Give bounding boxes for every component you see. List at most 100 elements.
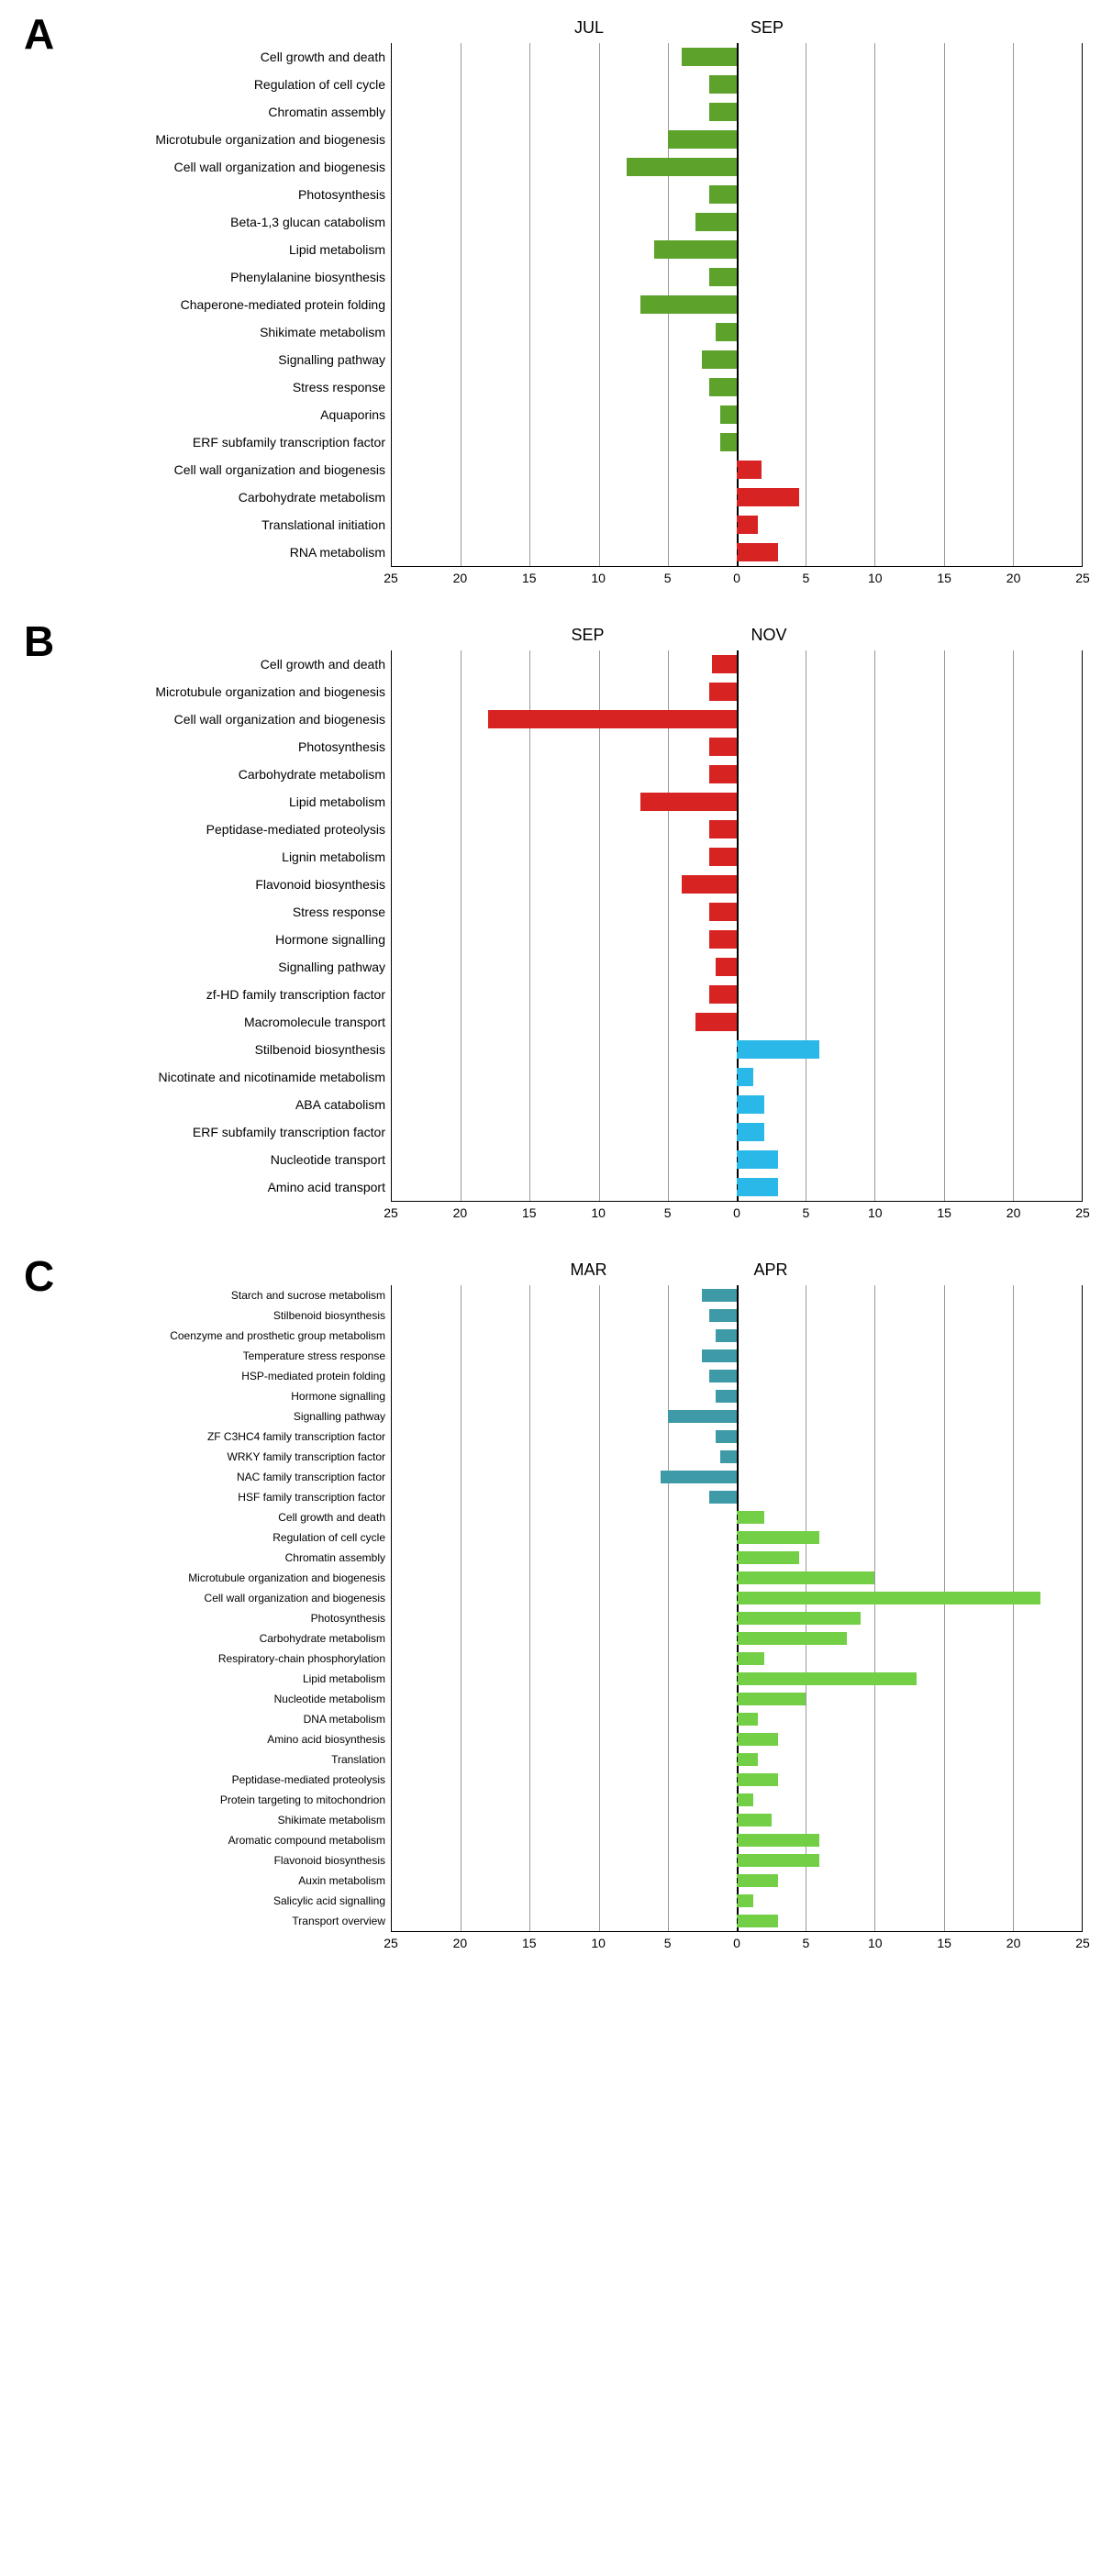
bar [737, 1693, 806, 1705]
bar [709, 765, 737, 783]
bar-row [392, 926, 1082, 953]
axis-tick [737, 1434, 738, 1439]
bar [709, 820, 737, 838]
bar-row [392, 346, 1082, 373]
category-label: Amino acid transport [18, 1173, 385, 1201]
axis-tick [737, 1716, 738, 1722]
category-label: ZF C3HC4 family transcription factor [18, 1427, 385, 1447]
axis-tick [737, 772, 738, 777]
bar [737, 1753, 758, 1766]
category-label: Hormone signalling [18, 1386, 385, 1406]
bar-row [392, 1427, 1082, 1447]
category-label: Photosynthesis [18, 733, 385, 761]
category-label: Stilbenoid biosynthesis [18, 1036, 385, 1063]
bar [737, 1551, 799, 1564]
category-label: Carbohydrate metabolism [18, 761, 385, 788]
category-label: Chaperone-mediated protein folding [18, 291, 385, 318]
bar [709, 985, 737, 1003]
x-tick-label: 5 [802, 1205, 809, 1220]
bar-row [392, 705, 1082, 733]
axis-tick [737, 219, 738, 225]
axis-tick [737, 1074, 738, 1080]
bar [737, 1874, 778, 1887]
bar-row [392, 1326, 1082, 1346]
bar-row [392, 816, 1082, 843]
axis-tick [737, 550, 738, 555]
bar-row [392, 1628, 1082, 1649]
category-label: Photosynthesis [18, 181, 385, 208]
axis-tick [737, 882, 738, 887]
category-label: Aquaporins [18, 401, 385, 428]
bar [709, 185, 737, 203]
category-label: Signalling pathway [18, 1406, 385, 1427]
bar-row [392, 1891, 1082, 1911]
x-tick-label: 5 [664, 1205, 672, 1220]
right-month-title: SEP [751, 18, 784, 38]
bar [737, 1854, 819, 1867]
bar [716, 958, 737, 975]
category-label: HSP-mediated protein folding [18, 1366, 385, 1386]
bar-row [392, 788, 1082, 816]
bar-row [392, 1173, 1082, 1201]
axis-tick [737, 1595, 738, 1601]
category-label: Chromatin assembly [18, 1548, 385, 1568]
category-label: Chromatin assembly [18, 98, 385, 126]
bar [737, 1531, 819, 1544]
x-tick-label: 15 [937, 1205, 951, 1220]
bar-row [392, 1346, 1082, 1366]
bar [709, 378, 737, 395]
x-tick-label: 25 [1075, 571, 1090, 585]
bar [716, 1329, 737, 1342]
bar-row [392, 1669, 1082, 1689]
x-tick-label: 20 [453, 571, 468, 585]
bar [737, 1632, 847, 1645]
bar-row [392, 1366, 1082, 1386]
bar [737, 1095, 764, 1113]
axis-tick [737, 274, 738, 280]
category-label: Transport overview [18, 1911, 385, 1931]
axis-tick [737, 412, 738, 417]
axis-tick [737, 964, 738, 970]
category-label: Cell wall organization and biogenesis [18, 153, 385, 181]
bar [737, 1150, 778, 1168]
axis-tick [737, 82, 738, 87]
bar-row [392, 1386, 1082, 1406]
category-label: Lipid metabolism [18, 236, 385, 263]
bar [709, 903, 737, 920]
category-label: Starch and sucrose metabolism [18, 1285, 385, 1305]
x-axis: 2520151050510152025 [18, 1205, 1083, 1224]
right-month-title: APR [753, 1260, 787, 1280]
category-label: Flavonoid biosynthesis [18, 871, 385, 898]
labels-column: Starch and sucrose metabolismStilbenoid … [18, 1285, 391, 1932]
axis-tick [737, 1737, 738, 1742]
axis-tick [737, 1858, 738, 1863]
x-tick-label: 5 [802, 1936, 809, 1950]
x-tick-label: 5 [664, 571, 672, 585]
bar-row [392, 483, 1082, 511]
category-label: Macromolecule transport [18, 1008, 385, 1036]
bars-column [391, 43, 1083, 567]
bar [737, 488, 799, 505]
x-tick-label: 20 [453, 1936, 468, 1950]
bar [488, 710, 737, 727]
bar [737, 1178, 778, 1195]
bar [716, 1430, 737, 1443]
category-label: HSF family transcription factor [18, 1487, 385, 1507]
category-label: Peptidase-mediated proteolysis [18, 816, 385, 843]
bar-row [392, 1790, 1082, 1810]
bars-column [391, 650, 1083, 1202]
bar-row [392, 1467, 1082, 1487]
category-label: Hormone signalling [18, 926, 385, 953]
category-label: ABA catabolism [18, 1091, 385, 1118]
x-tick-label: 20 [1006, 571, 1021, 585]
bar-row [392, 761, 1082, 788]
axis-tick [737, 1293, 738, 1298]
bar [737, 1713, 758, 1726]
axis-tick [737, 1535, 738, 1540]
x-tick-label: 20 [453, 1205, 468, 1220]
axis-tick [737, 1696, 738, 1702]
category-label: Protein targeting to mitochondrion [18, 1790, 385, 1810]
bar-row [392, 373, 1082, 401]
category-label: NAC family transcription factor [18, 1467, 385, 1487]
axis-tick [737, 1817, 738, 1823]
